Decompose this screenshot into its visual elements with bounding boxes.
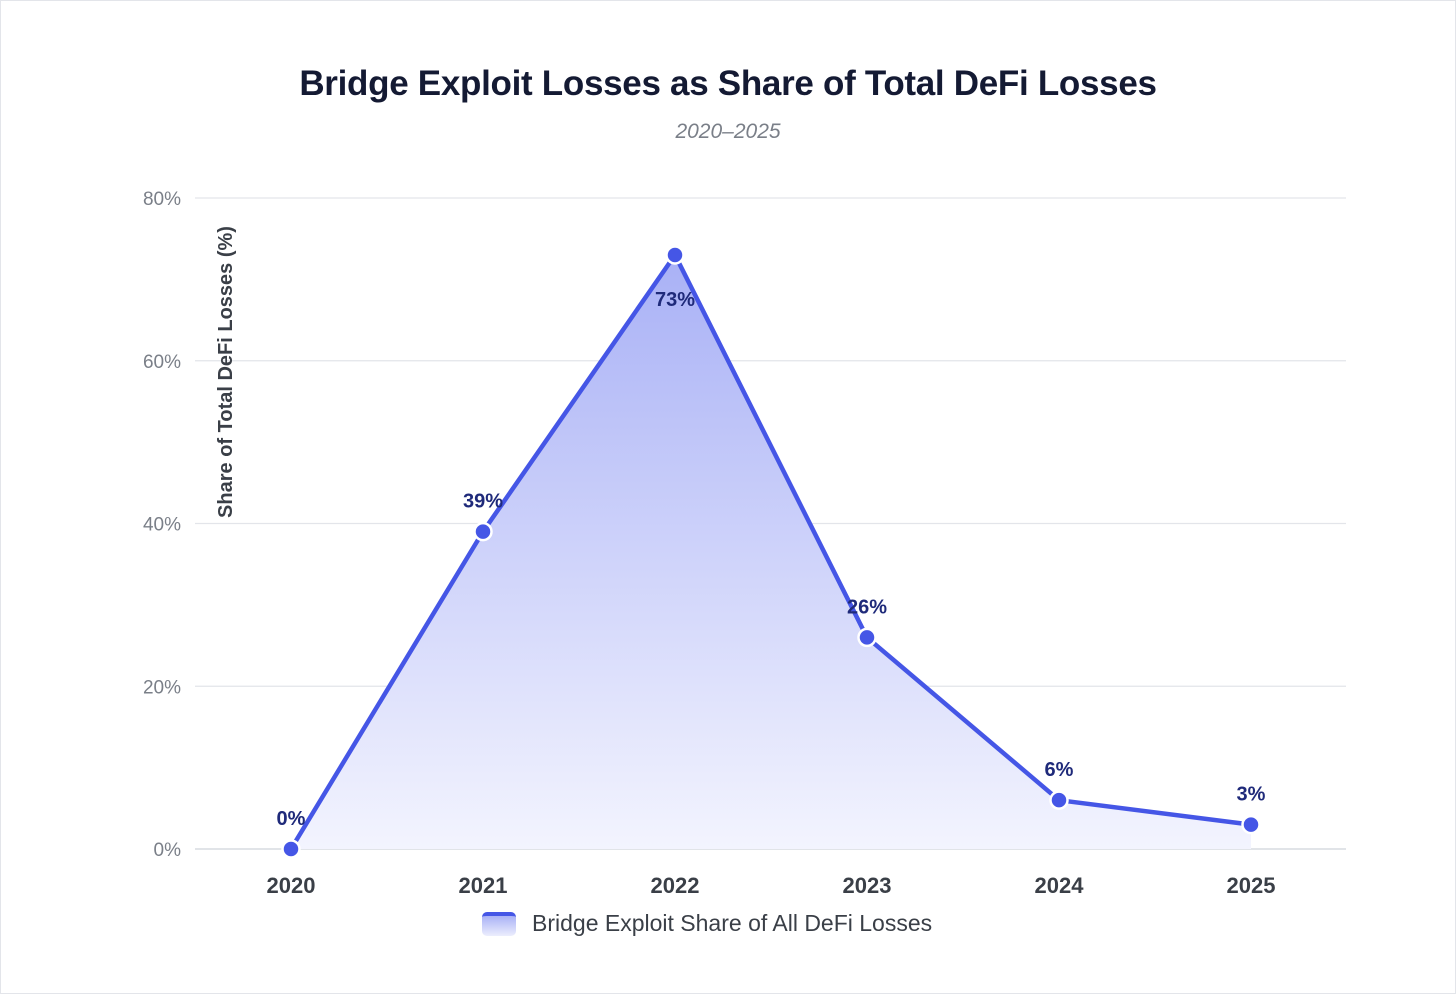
data-label: 39% [463, 491, 503, 513]
data-label: 26% [847, 596, 887, 618]
y-tick-label: 0% [154, 840, 182, 861]
x-tick-label: 2021 [459, 873, 508, 898]
data-label: 0% [277, 808, 306, 830]
x-tick-label: 2020 [267, 873, 316, 898]
data-point[interactable] [857, 627, 877, 648]
data-label: 73% [655, 289, 695, 311]
legend-label: Bridge Exploit Share of All DeFi Losses [532, 910, 933, 936]
y-tick-label: 80% [143, 189, 181, 210]
data-point[interactable] [473, 521, 493, 542]
data-point[interactable] [665, 245, 685, 265]
chart-subtitle: 2020–2025 [675, 120, 781, 143]
data-point[interactable] [1049, 790, 1069, 810]
chart-title: Bridge Exploit Losses as Share of Total … [299, 64, 1157, 103]
y-tick-label: 60% [143, 352, 181, 373]
y-axis-label: Share of Total DeFi Losses (%) [215, 226, 237, 518]
y-tick-label: 20% [143, 677, 181, 698]
x-tick-label: 2024 [1035, 873, 1085, 898]
data-label: 6% [1045, 759, 1074, 781]
x-tick-label: 2025 [1227, 873, 1276, 898]
legend-swatch [482, 911, 516, 936]
area-fill [291, 254, 1251, 849]
y-tick-label: 40% [143, 515, 181, 536]
data-label: 3% [1237, 784, 1266, 806]
data-point[interactable] [1241, 814, 1261, 835]
x-tick-label: 2022 [651, 873, 700, 898]
x-tick-label: 2023 [843, 873, 892, 898]
legend[interactable]: Bridge Exploit Share of All DeFi Losses [482, 910, 932, 937]
data-point[interactable] [281, 839, 301, 859]
series-line [288, 252, 1254, 852]
